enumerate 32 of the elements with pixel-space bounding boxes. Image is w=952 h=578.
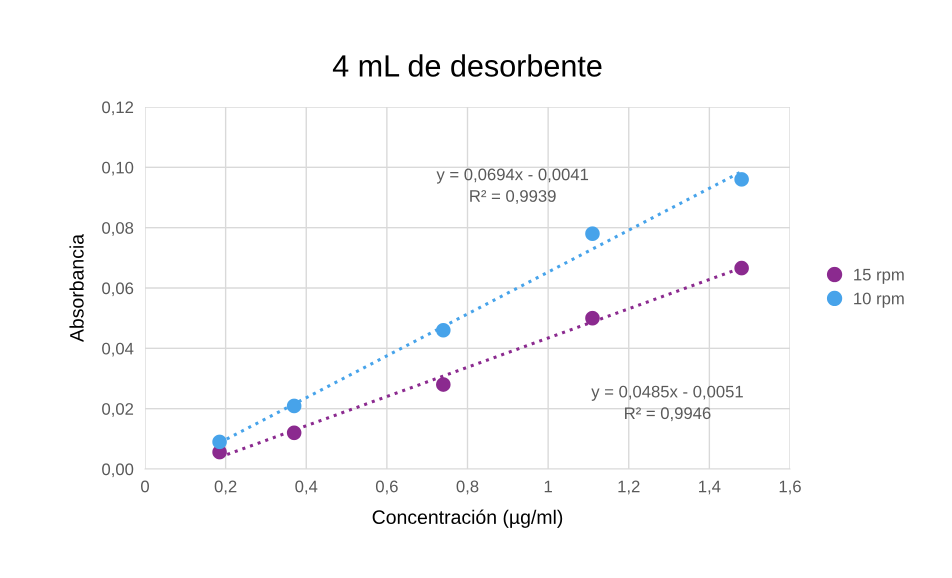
point	[436, 322, 451, 338]
point	[734, 260, 749, 276]
y-tick-label: 0,00	[102, 463, 134, 478]
x-tick-label: 1,6	[780, 480, 801, 494]
x-tick-label: 0	[141, 480, 149, 492]
point	[436, 377, 451, 392]
y-tick-label: 0,12	[102, 101, 134, 116]
x-tick-label: 0,6	[376, 480, 398, 494]
y-tick-label: 0,10	[102, 162, 134, 176]
annotation: y = 0,0485x - 0,0051 R² = 0,9946	[591, 386, 743, 422]
x-tick-label: 1	[544, 480, 552, 492]
legend-label: 10 rpm	[854, 292, 904, 308]
y-tick-label: 0,04	[102, 342, 134, 357]
point	[286, 426, 302, 440]
point	[734, 172, 749, 187]
point	[585, 226, 600, 241]
x-tick-label: 0,4	[295, 480, 318, 494]
y-tick-label: 0,08	[102, 222, 134, 236]
x-tick-label: 1,4	[699, 480, 720, 494]
chart-title: 4 mL de desorbente	[332, 54, 602, 77]
x-tick-label: 0,2	[214, 480, 236, 494]
y-tick-label: 0,06	[102, 282, 134, 296]
x-tick-label: 0,8	[456, 480, 478, 494]
x-axis-title: Concentración (µg/ml)	[372, 510, 562, 528]
y-tick-label: 0,02	[102, 403, 134, 417]
point	[585, 310, 600, 326]
point	[286, 398, 302, 414]
annotation: y = 0,0694x - 0,0041 R² = 0,9939	[436, 168, 588, 204]
y-axis-title: Absorbancia	[69, 234, 84, 342]
point	[212, 434, 227, 450]
x-tick-label: 1,2	[618, 480, 640, 494]
legend-label: 15 rpm	[854, 268, 904, 284]
